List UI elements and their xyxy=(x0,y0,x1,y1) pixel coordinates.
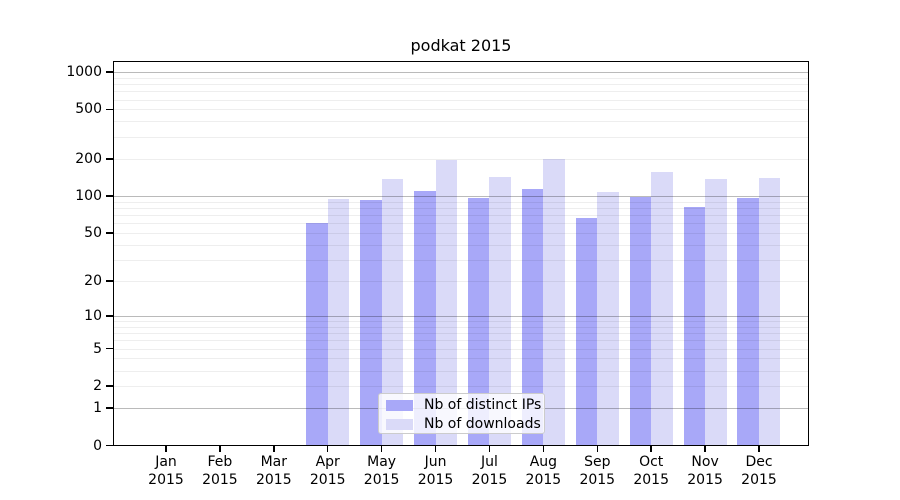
bar-distinct-ips-jul xyxy=(467,197,490,446)
bar-downloads-nov xyxy=(705,179,727,446)
y-axis-tick xyxy=(106,407,113,409)
x-tick-label: Sep 2015 xyxy=(579,454,616,488)
x-tick-label: Apr 2015 xyxy=(309,454,346,488)
x-axis-tick xyxy=(542,446,545,452)
y-tick-label: 2 xyxy=(93,378,102,395)
bar-downloads-sep xyxy=(597,191,619,446)
plot-area xyxy=(113,61,809,446)
bar-distinct-ips-oct xyxy=(629,197,652,446)
legend-label-downloads: Nb of downloads xyxy=(424,416,541,432)
x-axis-tick xyxy=(434,446,437,452)
x-tick-label: Aug 2015 xyxy=(525,454,562,488)
y-axis-tick xyxy=(106,158,113,160)
y-axis-tick xyxy=(106,385,113,387)
legend: Nb of distinct IPs Nb of downloads xyxy=(378,393,545,434)
x-axis-tick xyxy=(758,446,760,452)
legend-row-distinct-ips: Nb of distinct IPs xyxy=(379,396,544,414)
x-tick-label: Jan 2015 xyxy=(148,454,184,488)
x-axis-tick xyxy=(704,446,706,452)
x-axis-tick xyxy=(273,446,275,452)
x-tick-label: Dec 2015 xyxy=(741,454,777,488)
y-tick-label: 20 xyxy=(84,272,102,289)
x-tick-label: Jun 2015 xyxy=(417,454,454,488)
chart-title: podkat 2015 xyxy=(410,36,512,55)
y-tick-label: 10 xyxy=(84,307,102,324)
x-tick-label: Jul 2015 xyxy=(471,454,508,488)
x-axis-tick xyxy=(650,446,652,452)
x-axis-tick xyxy=(596,446,599,452)
bar-downloads-aug xyxy=(543,158,565,446)
legend-row-downloads: Nb of downloads xyxy=(379,415,544,433)
x-axis-tick xyxy=(380,446,383,452)
y-tick-label: 1000 xyxy=(66,64,102,80)
bar-downloads-dec xyxy=(758,178,781,446)
bar-downloads-jun xyxy=(435,160,458,446)
x-axis-tick xyxy=(165,446,167,452)
bar-distinct-ips-apr xyxy=(306,223,328,446)
x-tick-label: Mar 2015 xyxy=(255,454,292,488)
x-axis-tick xyxy=(488,446,491,452)
y-tick-label: 5 xyxy=(93,340,102,357)
y-axis-tick xyxy=(106,71,113,73)
y-tick-label: 1 xyxy=(93,400,102,417)
y-axis-tick xyxy=(106,280,113,282)
y-tick-label: 100 xyxy=(75,187,102,204)
x-tick-label: Feb 2015 xyxy=(202,454,238,488)
y-tick-label: 0 xyxy=(93,437,102,454)
bar-downloads-apr xyxy=(327,198,350,446)
y-axis-tick xyxy=(106,347,113,350)
bar-distinct-ips-nov xyxy=(683,207,706,446)
y-axis-tick xyxy=(106,315,113,317)
bar-distinct-ips-may xyxy=(360,200,382,446)
x-tick-label: Oct 2015 xyxy=(633,454,669,488)
x-axis-tick xyxy=(326,446,329,452)
legend-swatch-downloads xyxy=(386,419,413,430)
legend-swatch-distinct-ips xyxy=(386,400,413,411)
y-axis-tick xyxy=(106,444,113,447)
y-axis-tick xyxy=(106,195,113,197)
legend-label-distinct-ips: Nb of distinct IPs xyxy=(424,397,542,413)
y-axis-tick xyxy=(106,108,113,111)
y-tick-label: 200 xyxy=(75,150,102,167)
bar-distinct-ips-dec xyxy=(737,197,759,446)
bar-distinct-ips-aug xyxy=(521,188,544,446)
x-axis-tick xyxy=(219,446,221,452)
bar-downloads-may xyxy=(381,178,404,446)
y-tick-label: 500 xyxy=(75,101,102,118)
bars-layer xyxy=(113,61,809,446)
x-tick-label: Nov 2015 xyxy=(687,454,723,488)
bar-distinct-ips-sep xyxy=(575,218,598,446)
y-axis-tick xyxy=(106,232,113,234)
bar-downloads-oct xyxy=(651,172,673,446)
y-tick-label: 50 xyxy=(84,224,102,241)
bar-downloads-jul xyxy=(489,177,511,446)
x-tick-label: May 2015 xyxy=(363,454,400,488)
bar-distinct-ips-jun xyxy=(414,190,436,446)
